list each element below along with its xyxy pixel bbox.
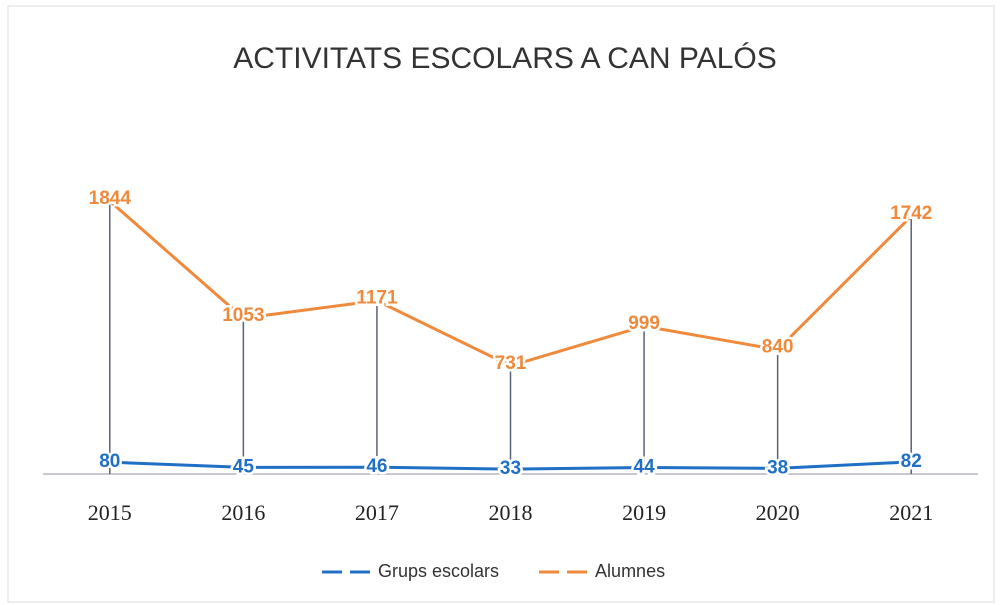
x-tick-label: 2015 <box>88 500 132 525</box>
x-tick-label: 2018 <box>489 500 533 525</box>
legend-label: Grups escolars <box>378 561 499 581</box>
data-label: 731 <box>495 353 527 374</box>
data-label: 1171 <box>356 288 398 309</box>
x-tick-label: 2017 <box>355 500 399 525</box>
chart-frame <box>7 5 995 603</box>
data-label: 1053 <box>222 305 264 326</box>
legend-label: Alumnes <box>595 561 665 581</box>
data-label: 1844 <box>89 188 132 209</box>
data-label: 45 <box>233 456 255 477</box>
x-tick-label: 2020 <box>756 500 800 525</box>
data-label: 80 <box>99 451 120 472</box>
data-label: 46 <box>366 456 387 477</box>
x-tick-label: 2016 <box>221 500 265 525</box>
data-label: 999 <box>628 313 660 334</box>
series-line <box>108 199 913 368</box>
chart-title: ACTIVITATS ESCOLARS A CAN PALÓS <box>233 42 777 75</box>
data-label: 33 <box>500 458 521 479</box>
x-tick-label: 2019 <box>622 500 666 525</box>
data-label: 82 <box>901 451 922 472</box>
data-label: 38 <box>767 457 788 478</box>
data-label: 840 <box>762 337 794 358</box>
x-tick-label: 2021 <box>889 500 933 525</box>
series-line <box>109 460 912 471</box>
data-label: 1742 <box>890 203 932 224</box>
data-label: 44 <box>634 457 656 478</box>
